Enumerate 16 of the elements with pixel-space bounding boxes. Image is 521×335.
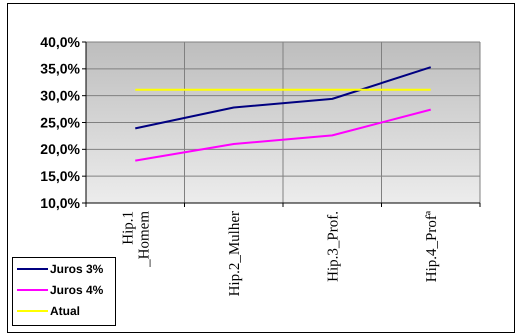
y-tick-label: 30,0% <box>40 88 81 104</box>
legend-label: Juros 4% <box>50 283 104 298</box>
y-tick-label: 35,0% <box>40 60 81 77</box>
y-tick-label: 15,0% <box>40 168 81 184</box>
x-tick-label: Hip.3_Prof. <box>325 211 342 282</box>
x-tick-label: Hip.2_Mulher <box>226 211 243 296</box>
line-series <box>134 108 432 162</box>
line-series <box>134 66 432 130</box>
x-tick-label: Hip.1 _Homem <box>120 210 152 268</box>
legend-label: Atual <box>50 304 80 318</box>
y-tick-label: 25,0% <box>40 114 81 130</box>
y-tick-label: 20,0% <box>40 141 81 158</box>
x-tick-label: Hip.4_Profª <box>424 210 440 282</box>
y-tick-label: 10,0% <box>40 194 81 211</box>
y-tick-label: 40,0% <box>40 34 81 50</box>
legend-label: Juros 3% <box>50 262 104 276</box>
